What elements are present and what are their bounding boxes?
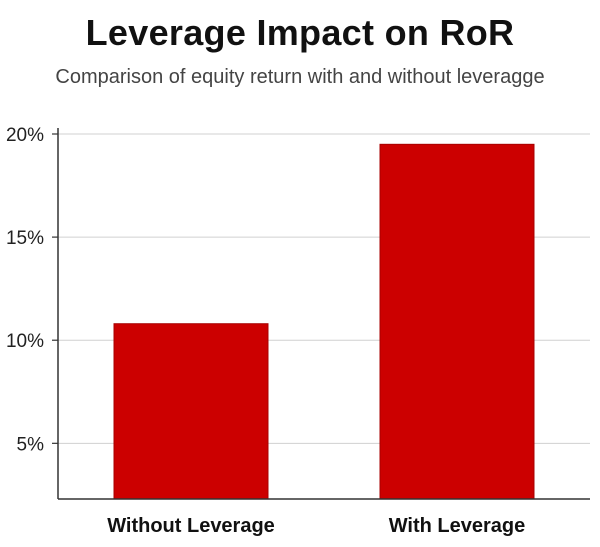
chart-title: Leverage Impact on RoR: [85, 12, 515, 53]
labels: 5% 10% 15% 20% Without Leverage With Leverage: [6, 125, 525, 537]
chart-subtitle: Comparison of equity return with and wit…: [55, 66, 545, 88]
x-category-label: Without Leverage: [107, 515, 275, 537]
x-category-label: With Leverage: [389, 515, 526, 537]
y-tick-label: 15%: [6, 228, 44, 249]
bars: [113, 143, 535, 500]
axes: [52, 128, 590, 500]
y-tick-label: 20%: [6, 125, 44, 146]
y-tick-label: 10%: [6, 331, 44, 352]
y-tick-label: 5%: [17, 434, 45, 455]
bar-with-leverage: [379, 143, 535, 500]
bar-without-leverage: [113, 323, 269, 500]
